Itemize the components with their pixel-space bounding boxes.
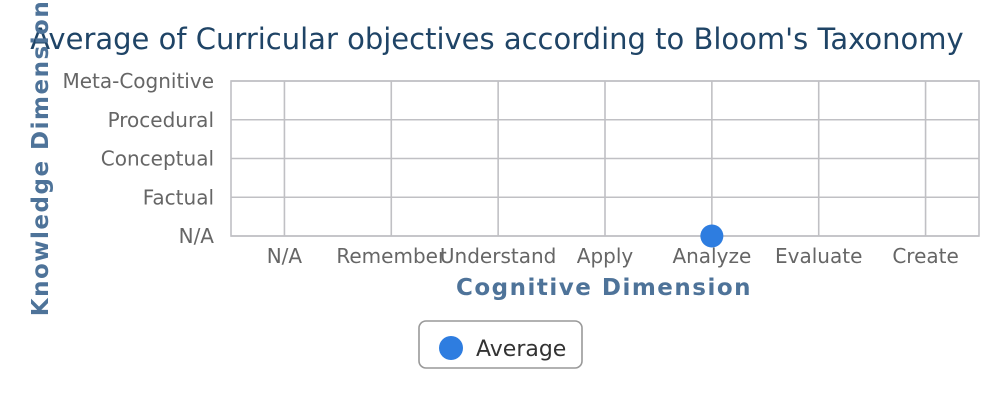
x-tick-label: Evaluate	[775, 244, 862, 268]
legend[interactable]: Average	[418, 320, 583, 369]
legend-box	[418, 320, 583, 369]
x-tick-label: Remember	[336, 244, 447, 268]
x-axis-title: Cognitive Dimension	[456, 275, 752, 301]
y-tick-label: N/A	[179, 224, 215, 248]
x-tick-label: Create	[892, 244, 958, 268]
legend-label-average: Average	[476, 337, 566, 362]
y-tick-label: Conceptual	[101, 147, 214, 171]
x-tick-label: Understand	[440, 244, 556, 268]
x-tick-label: N/A	[267, 244, 303, 268]
y-axis-title: Knowledge Dimension	[28, 0, 54, 316]
x-tick-label: Apply	[577, 244, 634, 268]
y-tick-label: Factual	[143, 185, 214, 209]
data-point[interactable]	[700, 224, 724, 248]
data-points	[700, 224, 724, 248]
legend-marker-average	[439, 336, 463, 360]
chart-title: Average of Curricular objectives accordi…	[30, 22, 963, 56]
x-tick-label: Analyze	[672, 244, 751, 268]
y-tick-labels: N/A Factual Conceptual Procedural Meta-Cogni…	[62, 69, 214, 248]
y-tick-label: Procedural	[108, 108, 214, 132]
plot-grid	[230, 80, 980, 237]
y-tick-label: Meta-Cognitive	[62, 69, 214, 93]
